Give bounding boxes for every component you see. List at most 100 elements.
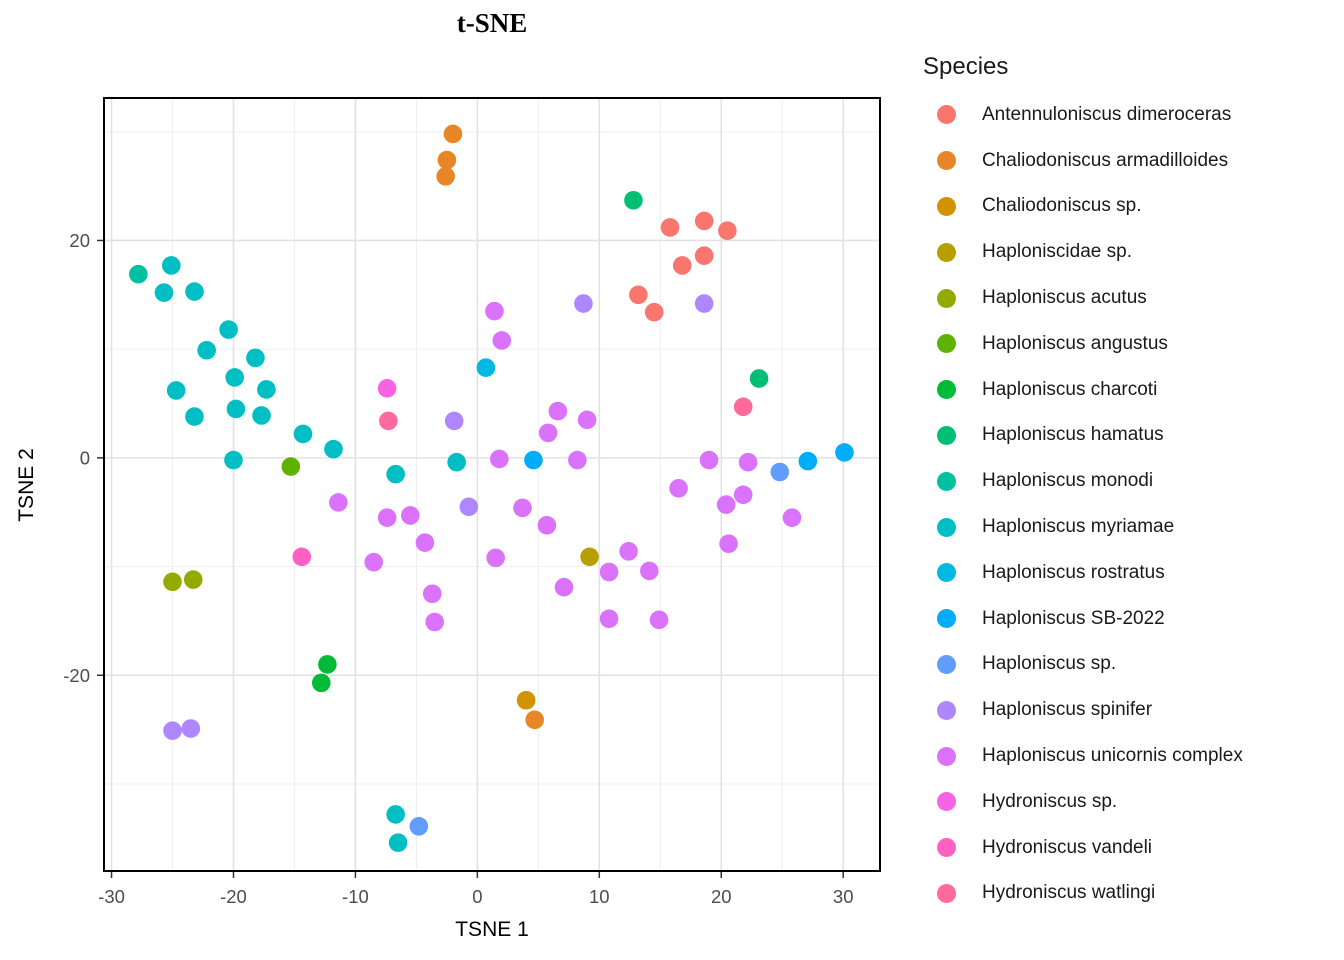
data-point — [798, 451, 818, 471]
legend-swatch-icon — [937, 883, 956, 903]
data-point — [252, 406, 271, 425]
data-point — [694, 246, 714, 265]
legend-swatch-icon — [937, 425, 956, 445]
data-point — [694, 294, 714, 313]
legend-item: Haploniscus hamatus — [923, 413, 1243, 459]
legend-label: Haploniscus myriamae — [982, 516, 1175, 538]
legend-item: Chaliodoniscus sp. — [923, 184, 1243, 230]
legend-item: Haploniscus unicornis complex — [923, 733, 1243, 779]
data-point — [443, 124, 463, 144]
data-point — [718, 221, 737, 240]
legend-label: Antennuloniscus dimeroceras — [982, 103, 1232, 125]
data-point — [738, 452, 758, 472]
legend-item: Haploniscus sp. — [923, 642, 1243, 688]
data-point — [181, 719, 201, 738]
data-point — [492, 331, 512, 350]
data-point — [447, 452, 466, 472]
data-point — [640, 561, 659, 581]
data-point — [311, 673, 331, 693]
x-tick-label: 20 — [711, 886, 732, 907]
legend-swatch-icon — [937, 609, 956, 629]
data-point — [548, 401, 568, 421]
data-point — [225, 368, 244, 387]
legend-swatch-icon — [937, 196, 956, 216]
legend-swatch-icon — [937, 105, 956, 125]
data-point — [568, 450, 587, 470]
data-point — [644, 302, 664, 322]
y-tick-label: 20 — [69, 230, 90, 251]
data-point — [377, 508, 397, 527]
legend-label: Chaliodoniscus armadilloides — [982, 149, 1229, 171]
legend-item: Haploniscus monodi — [923, 458, 1243, 504]
legend-label: Haploniscus monodi — [982, 470, 1154, 492]
x-tick-label: 30 — [833, 886, 854, 907]
legend-swatch-icon — [937, 151, 956, 171]
data-point — [719, 534, 738, 554]
data-point — [281, 457, 301, 476]
data-point — [619, 542, 638, 561]
data-point — [183, 570, 203, 589]
data-point — [599, 562, 619, 582]
data-point — [444, 411, 464, 431]
data-point — [246, 348, 265, 368]
data-point — [386, 464, 405, 484]
legend-item: Haploniscus rostratus — [923, 550, 1243, 596]
data-point — [437, 150, 457, 170]
data-point — [476, 358, 496, 377]
x-tick-label: -30 — [98, 886, 125, 907]
data-point — [485, 301, 504, 321]
y-axis-title: TSNE 2 — [15, 448, 38, 522]
data-point — [694, 211, 714, 231]
legend-swatch-icon — [937, 838, 956, 858]
legend-label: Haploniscus unicornis complex — [982, 745, 1243, 767]
data-point — [386, 805, 405, 824]
data-point — [716, 495, 736, 514]
data-point — [377, 379, 397, 398]
legend-item: Haploniscus angustus — [923, 321, 1243, 367]
data-point — [292, 547, 312, 567]
data-point — [537, 515, 557, 535]
legend-label: Chaliodoniscus sp. — [982, 195, 1142, 217]
legend-swatch-icon — [937, 746, 956, 766]
legend-title: Species — [923, 53, 1009, 80]
legend-swatch-icon — [937, 334, 956, 354]
x-axis-title: TSNE 1 — [455, 918, 529, 941]
data-point — [672, 256, 692, 275]
x-tick-label: 0 — [472, 886, 482, 907]
plot-panel: -30 -20 -10 0 10 20 30 -20 0 20 — [63, 97, 881, 907]
x-tick-label: -20 — [220, 886, 247, 907]
data-point — [525, 710, 544, 730]
legend-items: Antennuloniscus dimeroceras Chaliodoniscu… — [923, 92, 1243, 916]
legend-item: Haploniscus myriamae — [923, 504, 1243, 550]
data-point — [226, 399, 246, 419]
legend-swatch-icon — [937, 288, 956, 308]
data-point — [318, 655, 337, 674]
legend-label: Hydroniscus sp. — [982, 790, 1118, 812]
legend-item: Haploniscus spinifer — [923, 687, 1243, 733]
data-point — [197, 340, 216, 360]
data-point — [490, 449, 509, 469]
data-point — [459, 497, 479, 517]
data-point — [649, 610, 669, 630]
legend-label: Hydroniscus vandeli — [982, 836, 1153, 858]
legend-label: Haploniscus SB-2022 — [982, 607, 1165, 629]
legend-item: Haploniscus charcoti — [923, 367, 1243, 413]
legend-label: Haploniscus spinifer — [982, 699, 1153, 721]
legend-swatch-icon — [937, 654, 956, 674]
data-point — [257, 380, 276, 399]
legend-swatch-icon — [937, 563, 956, 583]
data-point — [379, 411, 398, 431]
legend-swatch-icon — [937, 700, 956, 720]
legend-label: Haploniscidae sp. — [982, 241, 1132, 263]
legend-label: Haploniscus angustus — [982, 332, 1168, 354]
legend-swatch-icon — [937, 380, 956, 400]
legend-label: Haploniscus hamatus — [982, 424, 1164, 446]
y-tick-label: 0 — [80, 447, 90, 468]
data-point — [185, 282, 204, 301]
data-point — [599, 609, 619, 629]
legend-label: Haploniscus sp. — [982, 653, 1117, 675]
data-point — [513, 498, 532, 518]
panel-border — [103, 97, 881, 872]
scatter-plot: -30 -20 -10 0 10 20 30 -20 0 20 — [63, 97, 881, 907]
